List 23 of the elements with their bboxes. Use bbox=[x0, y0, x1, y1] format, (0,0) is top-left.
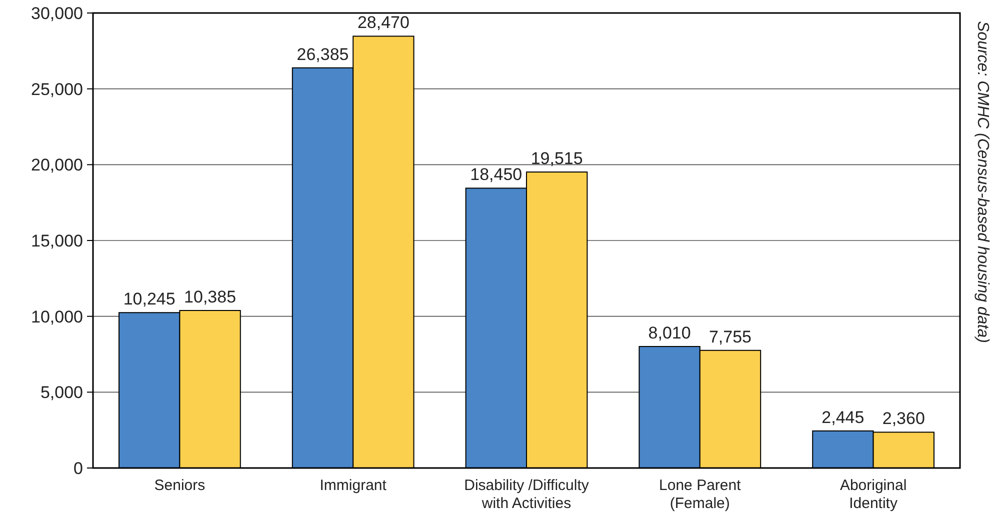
y-tick-label: 15,000 bbox=[31, 231, 83, 250]
y-tick-label: 0 bbox=[74, 458, 83, 478]
y-tick-label: 25,000 bbox=[31, 80, 83, 99]
data-label: 2,445 bbox=[822, 408, 864, 427]
data-label: 18,450 bbox=[470, 165, 522, 184]
data-label: 10,385 bbox=[184, 287, 236, 306]
y-tick-label: 10,000 bbox=[31, 307, 83, 326]
x-tick-label: Disability /Difficulty with Activities bbox=[464, 477, 590, 512]
data-label: 19,515 bbox=[530, 149, 583, 168]
data-label: 28,470 bbox=[357, 13, 410, 32]
x-tick-label: Aboriginal Identity bbox=[840, 477, 907, 512]
y-tick-label: 20,000 bbox=[31, 156, 83, 175]
x-tick-label: Seniors bbox=[154, 477, 206, 494]
y-tick-label: 5,000 bbox=[40, 383, 83, 402]
data-label: 7,755 bbox=[708, 327, 752, 346]
source-note: Source: CMHC (Census-based housing data) bbox=[974, 21, 991, 343]
y-tick-label: 30,000 bbox=[31, 4, 83, 23]
data-label: 2,360 bbox=[882, 409, 925, 428]
data-label: 8,010 bbox=[648, 324, 691, 343]
data-label: 26,385 bbox=[296, 44, 349, 64]
data-label: 10,245 bbox=[123, 290, 176, 309]
x-tick-label: Lone Parent (Female) bbox=[659, 477, 742, 512]
x-tick-label: Immigrant bbox=[320, 477, 388, 494]
